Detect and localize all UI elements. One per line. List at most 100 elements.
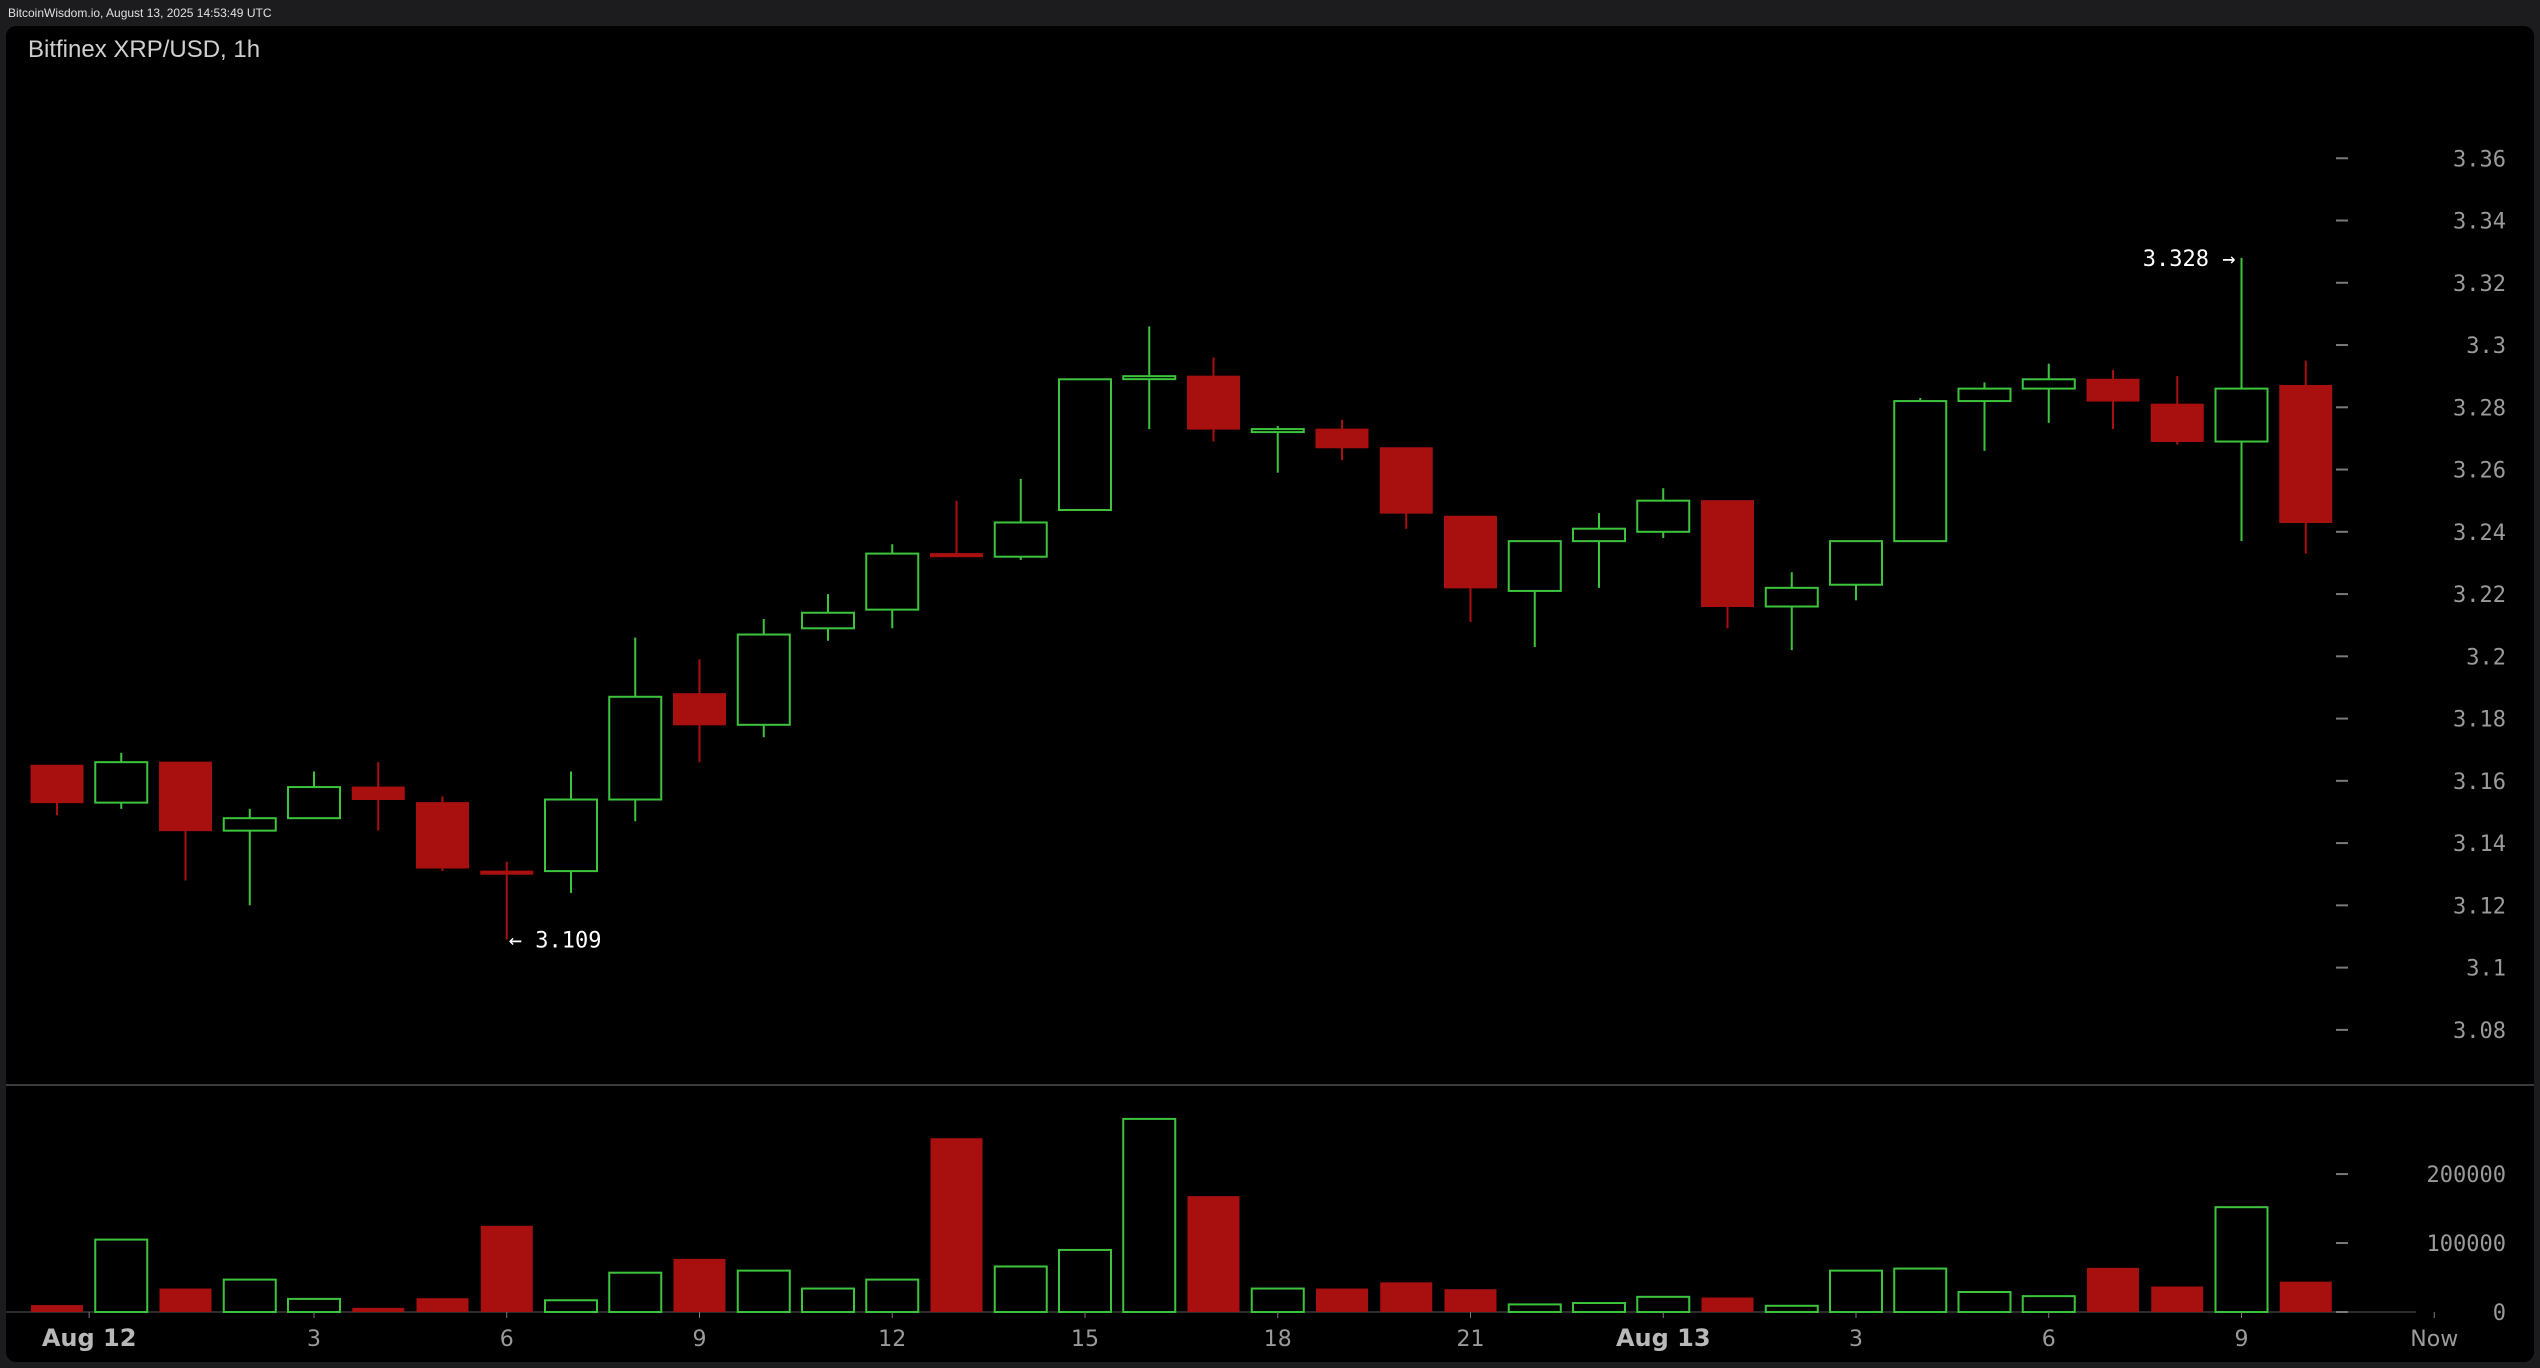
- candle-body: [1379, 447, 1433, 514]
- candle: [1379, 447, 1433, 529]
- top-bar: BitcoinWisdom.io, August 13, 2025 14:53:…: [0, 0, 2540, 26]
- candle-body: [865, 552, 920, 611]
- time-tick-label: 12: [878, 1327, 906, 1352]
- price-tick-label: 3.36: [2453, 147, 2506, 172]
- time-tick-label: Aug 13: [1616, 1324, 1711, 1352]
- candle-body: [993, 521, 1048, 558]
- candle: [1250, 425, 1305, 473]
- volume-bar: [544, 1299, 598, 1314]
- candle: [2086, 369, 2140, 430]
- low-price-annotation: ← 3.109: [509, 929, 602, 954]
- volume-bar: [1380, 1282, 1433, 1312]
- candle-body: [1507, 540, 1562, 592]
- candles: [30, 257, 2333, 940]
- candle-body: [2150, 403, 2204, 443]
- volume-bar: [1058, 1248, 1112, 1313]
- volume-tick-label: 200000: [2427, 1163, 2506, 1188]
- volume-bar: [673, 1258, 726, 1312]
- candle: [2214, 257, 2269, 542]
- volume-bar: [2087, 1267, 2139, 1312]
- candle: [865, 544, 920, 629]
- candle: [2150, 376, 2204, 445]
- candle: [1187, 357, 1240, 442]
- volume-bar: [801, 1287, 855, 1314]
- volume-bar: [608, 1271, 663, 1314]
- volume-tick-label: 100000: [2427, 1232, 2506, 1257]
- volume-bar: [2214, 1206, 2269, 1313]
- time-axis: Aug 12 3 6 9 12 15 18 21 Aug 13 3 6 9 Now: [42, 1312, 2458, 1352]
- candle-body: [1444, 515, 1497, 589]
- time-tick-label: 9: [693, 1327, 707, 1352]
- time-tick-label: 18: [1264, 1327, 1292, 1352]
- candle: [159, 761, 212, 881]
- price-tick-label: 3.16: [2453, 770, 2506, 795]
- candle-body: [1764, 586, 1819, 608]
- source-timestamp: BitcoinWisdom.io, August 13, 2025 14:53:…: [8, 6, 272, 20]
- price-tick-label: 3.1: [2466, 957, 2506, 982]
- candle-body: [1572, 527, 1626, 543]
- candle-body: [1187, 375, 1240, 430]
- candle-body: [480, 870, 534, 875]
- candle-body: [1957, 387, 2012, 403]
- candle-body: [2279, 385, 2333, 523]
- candle-body: [1893, 400, 1948, 543]
- chart-svg[interactable]: 3.08 3.1 3.12 3.14 3.16 3.18 3.2 3.22 3.24 3.26 3.…: [6, 26, 2534, 1362]
- volume-bar: [1316, 1288, 1368, 1312]
- candle-body: [94, 761, 149, 804]
- high-price-annotation: 3.328 →: [2143, 247, 2236, 272]
- candle: [2021, 363, 2076, 423]
- volume-bar: [222, 1278, 277, 1313]
- price-tick-label: 3.14: [2453, 832, 2506, 857]
- candle-body: [1636, 499, 1691, 533]
- volume-axis: 0 100000 200000: [2336, 1163, 2506, 1326]
- candle-body: [1250, 428, 1305, 434]
- volume-bar: [1507, 1303, 1562, 1314]
- price-tick-label: 3.18: [2453, 708, 2506, 733]
- candle-body: [673, 693, 726, 726]
- volume-bar: [736, 1269, 791, 1314]
- volume-bar: [2151, 1286, 2204, 1312]
- candle: [930, 500, 983, 558]
- candle-body: [1829, 540, 1883, 586]
- candle-body: [416, 802, 469, 869]
- candle-body: [1701, 500, 1754, 608]
- volume-bar: [480, 1225, 533, 1312]
- time-tick-label: 15: [1071, 1327, 1099, 1352]
- candle: [736, 618, 791, 738]
- price-tick-label: 3.32: [2453, 272, 2506, 297]
- volume-bar: [31, 1305, 83, 1312]
- candle: [1572, 513, 1626, 588]
- candle: [351, 762, 405, 831]
- candle: [1829, 540, 1883, 601]
- volume-bar: [1250, 1287, 1305, 1314]
- volume-bar: [1829, 1269, 1883, 1314]
- candle: [544, 771, 598, 893]
- volume-bar: [2279, 1281, 2332, 1312]
- volume-bar: [287, 1297, 341, 1314]
- candle: [673, 659, 726, 763]
- candle: [480, 861, 534, 940]
- volume-bars: [31, 1117, 2332, 1314]
- candle: [1764, 572, 1819, 651]
- price-tick-label: 3.12: [2453, 894, 2506, 919]
- volume-bar: [1636, 1295, 1691, 1314]
- volume-bar: [2021, 1295, 2076, 1314]
- candle: [2279, 360, 2333, 554]
- time-tick-label: Aug 12: [42, 1324, 137, 1352]
- price-annotations: ← 3.109 3.328 →: [509, 247, 2236, 954]
- volume-bar: [1893, 1267, 1948, 1314]
- candle-body: [544, 798, 598, 873]
- price-tick-label: 3.2: [2466, 645, 2506, 670]
- candle-body: [2021, 378, 2076, 390]
- price-tick-label: 3.28: [2453, 396, 2506, 421]
- candle: [1507, 540, 1562, 647]
- volume-bar: [930, 1138, 983, 1312]
- candle-body: [287, 786, 341, 820]
- candle: [1058, 378, 1112, 512]
- volume-bar: [1764, 1304, 1819, 1313]
- candle-body: [30, 764, 84, 804]
- time-tick-label: 3: [307, 1327, 321, 1352]
- volume-bar: [416, 1298, 469, 1312]
- candle-body: [2086, 378, 2140, 402]
- candle: [1444, 515, 1497, 623]
